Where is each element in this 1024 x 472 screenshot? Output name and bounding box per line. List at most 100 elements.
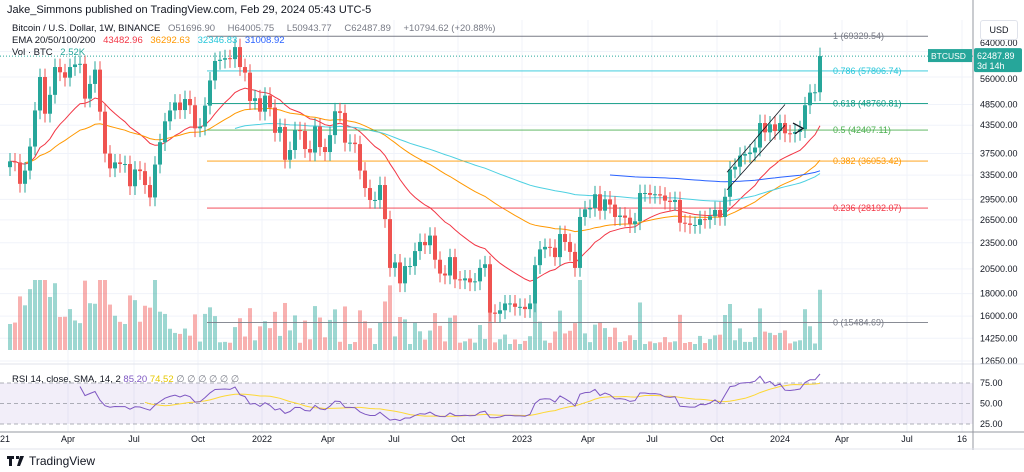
price-tick-label: 64000.00 bbox=[980, 38, 1018, 48]
volume-bar bbox=[623, 341, 627, 350]
rsi-legend[interactable]: RSI 14, close, SMA, 14, 2 85.20 74.52 ∅ … bbox=[12, 374, 239, 385]
time-tick-label[interactable]: Oct bbox=[191, 434, 206, 444]
time-tick-label[interactable]: Jul bbox=[646, 434, 658, 444]
candle-body bbox=[353, 142, 357, 145]
volume-bar bbox=[13, 322, 17, 350]
candle bbox=[698, 210, 702, 234]
volume-bar bbox=[778, 332, 782, 350]
candle bbox=[53, 58, 57, 104]
volume-bar bbox=[788, 343, 792, 350]
candle-body bbox=[568, 241, 572, 252]
candle-body bbox=[553, 247, 557, 258]
candle bbox=[613, 196, 617, 226]
candle bbox=[553, 239, 557, 266]
volume-bar bbox=[748, 341, 752, 350]
time-tick-label[interactable]: Apr bbox=[61, 434, 75, 444]
candle-body bbox=[563, 234, 567, 242]
candle-body bbox=[58, 67, 62, 73]
candle bbox=[528, 295, 532, 318]
candle-body bbox=[103, 111, 107, 154]
time-tick-label[interactable]: 2023 bbox=[512, 434, 532, 444]
candle-body bbox=[773, 124, 777, 132]
time-tick-label[interactable]: 21 bbox=[0, 434, 10, 444]
time-tick-label[interactable]: 2024 bbox=[770, 434, 790, 444]
volume-bar bbox=[793, 341, 797, 350]
candle bbox=[758, 114, 762, 157]
candle-body bbox=[723, 196, 727, 217]
time-tick-label[interactable]: Jul bbox=[128, 434, 140, 444]
candle-body bbox=[328, 135, 332, 153]
volume-bar bbox=[403, 319, 407, 350]
volume-bar bbox=[343, 306, 347, 350]
volume-bar bbox=[633, 339, 637, 350]
candle bbox=[748, 144, 752, 163]
candle-body bbox=[428, 235, 432, 246]
candle bbox=[423, 233, 427, 255]
candle-body bbox=[63, 72, 67, 78]
candle-body bbox=[293, 130, 297, 151]
time-tick-label[interactable]: Oct bbox=[451, 434, 466, 444]
time-tick-label[interactable]: Apr bbox=[835, 434, 849, 444]
candle-body bbox=[373, 200, 377, 202]
volume-bar bbox=[238, 318, 242, 350]
candle-body bbox=[658, 194, 662, 196]
volume-bar bbox=[518, 344, 522, 350]
ema-legend[interactable]: EMA 20/50/100/200 43482.96 36292.63 3234… bbox=[12, 35, 290, 46]
volume-bar bbox=[78, 323, 82, 350]
candle bbox=[258, 89, 262, 121]
candle-body bbox=[168, 110, 172, 122]
volume-bar bbox=[513, 339, 517, 350]
volume-bar bbox=[693, 344, 697, 350]
candle-body bbox=[188, 99, 192, 106]
candle-body bbox=[138, 169, 142, 172]
volume-legend[interactable]: Vol · BTC 2.52K bbox=[12, 47, 90, 58]
volume-bar bbox=[258, 326, 262, 350]
candle-body bbox=[33, 110, 37, 147]
time-tick-label[interactable]: 2022 bbox=[252, 434, 272, 444]
candle bbox=[658, 185, 662, 205]
volume-bar bbox=[538, 321, 542, 350]
candle-body bbox=[248, 72, 252, 101]
candle bbox=[443, 265, 447, 285]
time-tick-label[interactable]: Jul bbox=[388, 434, 400, 444]
symbol-tag bbox=[928, 49, 972, 63]
candle-body bbox=[148, 185, 152, 198]
open-label: O bbox=[168, 23, 176, 34]
volume-bar bbox=[738, 328, 742, 350]
time-tick-label[interactable]: 16 bbox=[957, 434, 967, 444]
time-tick-label[interactable]: Jul bbox=[901, 434, 913, 444]
time-tick-label[interactable]: Apr bbox=[581, 434, 595, 444]
currency-button[interactable]: USD bbox=[980, 20, 1018, 40]
candle bbox=[368, 179, 372, 209]
time-tick-label[interactable]: Oct bbox=[710, 434, 725, 444]
candle bbox=[473, 272, 477, 292]
candle-body bbox=[78, 63, 82, 65]
volume-bar bbox=[163, 313, 167, 350]
volume-bar bbox=[268, 328, 272, 350]
volume-bar bbox=[618, 342, 622, 350]
candle bbox=[133, 161, 137, 196]
volume-bar bbox=[358, 310, 362, 350]
candle bbox=[333, 102, 337, 144]
candle-body bbox=[708, 216, 712, 220]
candle bbox=[568, 233, 572, 261]
time-tick-label[interactable]: Apr bbox=[321, 434, 335, 444]
volume-bar bbox=[588, 342, 592, 350]
volume-bar bbox=[38, 280, 42, 350]
volume-bar bbox=[378, 322, 382, 350]
volume-bar bbox=[563, 333, 567, 350]
candle-body bbox=[8, 161, 12, 168]
volume-bar bbox=[308, 339, 312, 350]
candle-body bbox=[648, 192, 652, 195]
candle bbox=[348, 134, 352, 152]
candle-body bbox=[488, 264, 492, 313]
candle-body bbox=[693, 224, 697, 226]
symbol-title[interactable]: Bitcoin / U.S. Dollar, 1W, BINANCE bbox=[12, 23, 161, 34]
rsi-tick-label: 50.00 bbox=[980, 399, 1003, 409]
candle-body bbox=[203, 105, 207, 127]
candle bbox=[8, 152, 12, 176]
candle-body bbox=[108, 153, 112, 169]
candle-body bbox=[458, 279, 462, 281]
candle-body bbox=[263, 95, 267, 112]
